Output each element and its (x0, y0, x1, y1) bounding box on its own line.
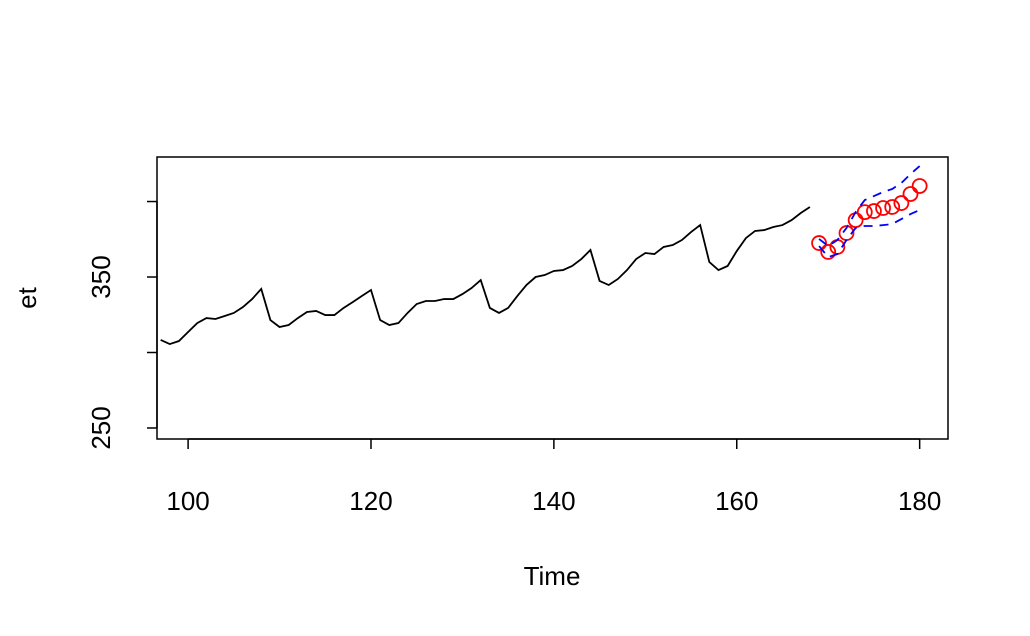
y-axis-title: et (12, 286, 42, 308)
y-tick-label: 350 (86, 255, 116, 298)
forecast-point (902, 186, 919, 202)
interval-line (818, 209, 921, 259)
forecast-point (884, 199, 901, 215)
plot-box (156, 156, 949, 440)
x-tick-label: 100 (166, 486, 209, 516)
forecast-point (875, 200, 891, 216)
y-tick-label: 250 (86, 406, 116, 449)
x-axis-title: Time (524, 561, 581, 591)
x-tick-label: 140 (532, 486, 575, 516)
forecast-point (911, 178, 928, 194)
forecast-point (820, 244, 837, 260)
forecast-point (847, 212, 864, 229)
series-line (160, 206, 811, 346)
x-tick-label: 180 (898, 486, 941, 516)
interval-line (818, 165, 921, 248)
x-tick-label: 120 (349, 486, 392, 516)
x-tick-label: 160 (715, 486, 758, 516)
forecast-point (856, 204, 873, 221)
forecast-point (893, 195, 910, 211)
forecast-point (811, 235, 827, 251)
forecast-point (866, 203, 882, 219)
